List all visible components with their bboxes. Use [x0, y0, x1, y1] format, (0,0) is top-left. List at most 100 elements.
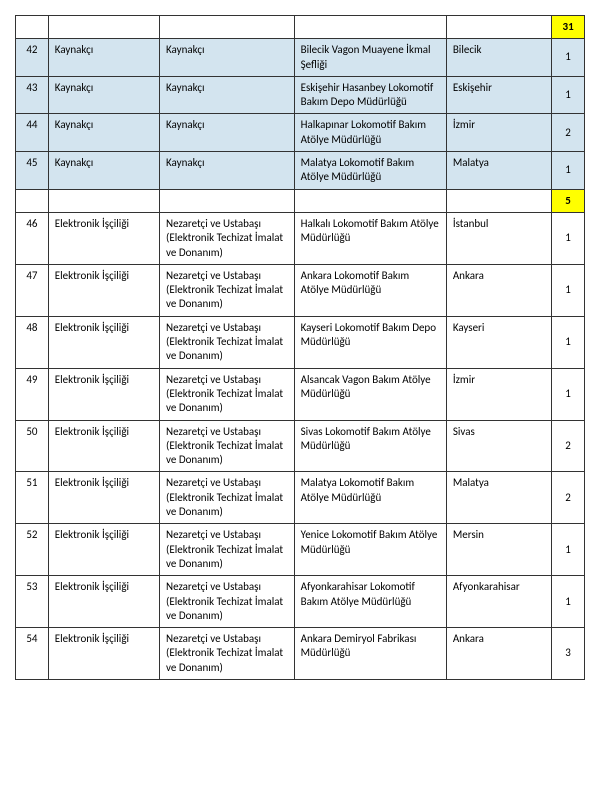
cell-no: 44: [16, 114, 49, 152]
cell-count: 1: [552, 76, 585, 114]
cell-role: Nezaretçi ve Ustabaşı (Elektronik Techiz…: [160, 212, 295, 264]
cell-job: Elektronik İşçiliği: [48, 628, 159, 680]
cell-unit: [294, 16, 446, 39]
cell-city: Eskişehir: [446, 76, 551, 114]
cell-job: Elektronik İşçiliği: [48, 472, 159, 524]
cell-unit: Halkapınar Lokomotif Bakım Atölye Müdürl…: [294, 114, 446, 152]
cell-role: Nezaretçi ve Ustabaşı (Elektronik Techiz…: [160, 420, 295, 472]
cell-no: 52: [16, 524, 49, 576]
cell-city: Kayseri: [446, 316, 551, 368]
cell-role: Nezaretçi ve Ustabaşı (Elektronik Techiz…: [160, 264, 295, 316]
cell-city: Afyonkarahisar: [446, 576, 551, 628]
cell-unit: Alsancak Vagon Bakım Atölye Müdürlüğü: [294, 368, 446, 420]
personnel-table: 3142KaynakçıKaynakçıBilecik Vagon Muayen…: [15, 15, 585, 680]
cell-count: 2: [552, 472, 585, 524]
cell-count: 1: [552, 212, 585, 264]
cell-unit: Ankara Lokomotif Bakım Atölye Müdürlüğü: [294, 264, 446, 316]
cell-unit: Malatya Lokomotif Bakım Atölye Müdürlüğü: [294, 472, 446, 524]
cell-role: Nezaretçi ve Ustabaşı (Elektronik Techiz…: [160, 368, 295, 420]
cell-role: Kaynakçı: [160, 39, 295, 77]
cell-no: 53: [16, 576, 49, 628]
table-row: 49Elektronik İşçiliğiNezaretçi ve Ustaba…: [16, 368, 585, 420]
cell-unit: Halkalı Lokomotif Bakım Atölye Müdürlüğü: [294, 212, 446, 264]
cell-city: Mersin: [446, 524, 551, 576]
cell-city: Bilecik: [446, 39, 551, 77]
table-row: 31: [16, 16, 585, 39]
cell-unit: Afyonkarahisar Lokomotif Bakım Atölye Mü…: [294, 576, 446, 628]
table-row: 48Elektronik İşçiliğiNezaretçi ve Ustaba…: [16, 316, 585, 368]
cell-job: [48, 189, 159, 212]
cell-unit: Sivas Lokomotif Bakım Atölye Müdürlüğü: [294, 420, 446, 472]
table-row: 45KaynakçıKaynakçıMalatya Lokomotif Bakı…: [16, 152, 585, 190]
cell-unit: [294, 189, 446, 212]
cell-no: 47: [16, 264, 49, 316]
cell-city: Sivas: [446, 420, 551, 472]
cell-count: 5: [552, 189, 585, 212]
cell-role: Kaynakçı: [160, 76, 295, 114]
cell-no: [16, 189, 49, 212]
cell-city: [446, 16, 551, 39]
cell-count: 2: [552, 420, 585, 472]
cell-unit: Eskişehir Hasanbey Lokomotif Bakım Depo …: [294, 76, 446, 114]
cell-count: 1: [552, 368, 585, 420]
table-row: 52Elektronik İşçiliğiNezaretçi ve Ustaba…: [16, 524, 585, 576]
cell-count: 1: [552, 39, 585, 77]
cell-count: 3: [552, 628, 585, 680]
cell-no: 54: [16, 628, 49, 680]
cell-city: Ankara: [446, 628, 551, 680]
cell-count: 31: [552, 16, 585, 39]
cell-unit: Yenice Lokomotif Bakım Atölye Müdürlüğü: [294, 524, 446, 576]
cell-city: Malatya: [446, 472, 551, 524]
table-row: 50Elektronik İşçiliğiNezaretçi ve Ustaba…: [16, 420, 585, 472]
cell-role: Kaynakçı: [160, 114, 295, 152]
cell-city: İzmir: [446, 368, 551, 420]
table-row: 42KaynakçıKaynakçıBilecik Vagon Muayene …: [16, 39, 585, 77]
cell-count: 1: [552, 524, 585, 576]
cell-job: Elektronik İşçiliği: [48, 524, 159, 576]
cell-role: Nezaretçi ve Ustabaşı (Elektronik Techiz…: [160, 316, 295, 368]
cell-unit: Bilecik Vagon Muayene İkmal Şefliği: [294, 39, 446, 77]
cell-count: 1: [552, 264, 585, 316]
cell-count: 2: [552, 114, 585, 152]
cell-city: Malatya: [446, 152, 551, 190]
cell-role: Nezaretçi ve Ustabaşı (Elektronik Techiz…: [160, 524, 295, 576]
cell-job: Kaynakçı: [48, 39, 159, 77]
cell-count: 1: [552, 152, 585, 190]
cell-count: 1: [552, 316, 585, 368]
cell-role: Kaynakçı: [160, 152, 295, 190]
cell-city: İzmir: [446, 114, 551, 152]
cell-job: Elektronik İşçiliği: [48, 420, 159, 472]
cell-city: [446, 189, 551, 212]
table-row: 46Elektronik İşçiliğiNezaretçi ve Ustaba…: [16, 212, 585, 264]
cell-unit: Kayseri Lokomotif Bakım Depo Müdürlüğü: [294, 316, 446, 368]
cell-job: Kaynakçı: [48, 152, 159, 190]
cell-role: [160, 189, 295, 212]
cell-no: 45: [16, 152, 49, 190]
cell-unit: Malatya Lokomotif Bakım Atölye Müdürlüğü: [294, 152, 446, 190]
cell-count: 1: [552, 576, 585, 628]
cell-no: 42: [16, 39, 49, 77]
cell-role: Nezaretçi ve Ustabaşı (Elektronik Techiz…: [160, 628, 295, 680]
cell-unit: Ankara Demiryol Fabrikası Müdürlüğü: [294, 628, 446, 680]
cell-job: Elektronik İşçiliği: [48, 264, 159, 316]
cell-no: [16, 16, 49, 39]
table-row: 5: [16, 189, 585, 212]
cell-no: 46: [16, 212, 49, 264]
cell-job: Kaynakçı: [48, 114, 159, 152]
cell-role: Nezaretçi ve Ustabaşı (Elektronik Techiz…: [160, 576, 295, 628]
table-row: 47Elektronik İşçiliğiNezaretçi ve Ustaba…: [16, 264, 585, 316]
cell-job: Elektronik İşçiliği: [48, 212, 159, 264]
cell-job: Elektronik İşçiliği: [48, 316, 159, 368]
cell-job: [48, 16, 159, 39]
cell-no: 43: [16, 76, 49, 114]
cell-no: 49: [16, 368, 49, 420]
cell-role: [160, 16, 295, 39]
cell-no: 51: [16, 472, 49, 524]
table-row: 43KaynakçıKaynakçıEskişehir Hasanbey Lok…: [16, 76, 585, 114]
cell-no: 50: [16, 420, 49, 472]
cell-role: Nezaretçi ve Ustabaşı (Elektronik Techiz…: [160, 472, 295, 524]
table-row: 44KaynakçıKaynakçıHalkapınar Lokomotif B…: [16, 114, 585, 152]
table-row: 53Elektronik İşçiliğiNezaretçi ve Ustaba…: [16, 576, 585, 628]
table-row: 51Elektronik İşçiliğiNezaretçi ve Ustaba…: [16, 472, 585, 524]
cell-job: Elektronik İşçiliği: [48, 576, 159, 628]
